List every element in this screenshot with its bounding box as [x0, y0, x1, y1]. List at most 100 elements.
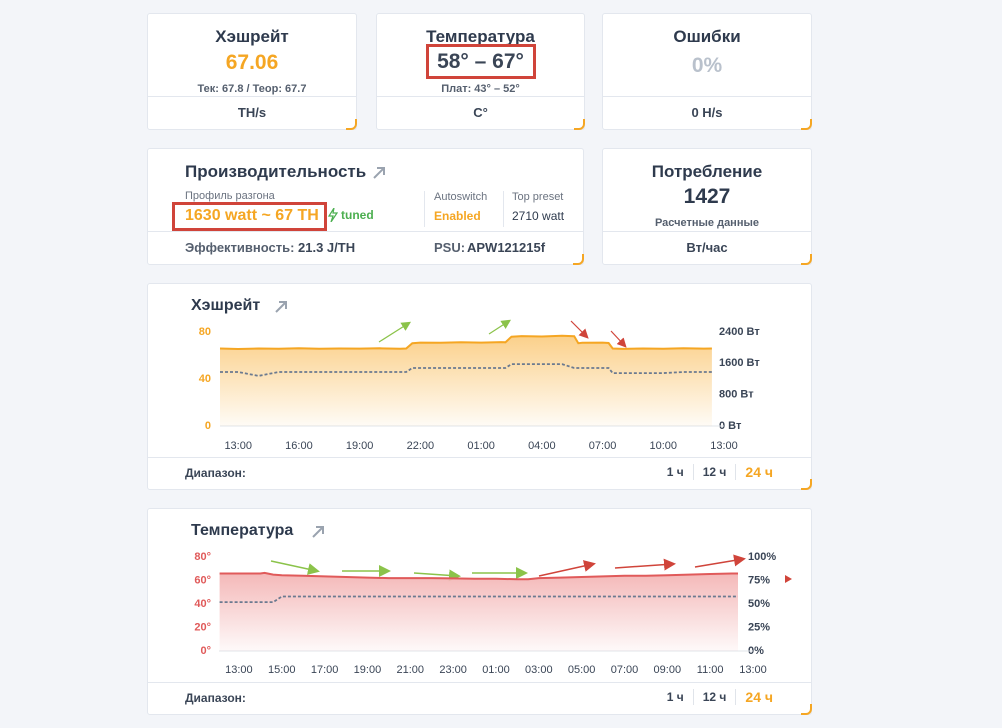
range-button[interactable]: 12 ч: [702, 690, 727, 704]
y-tick-label: 40: [199, 373, 211, 385]
tuned-status: tuned: [341, 208, 374, 222]
x-tick-label: 09:00: [654, 664, 682, 676]
x-tick-label: 04:00: [528, 440, 556, 452]
x-tick-label: 13:00: [739, 664, 767, 676]
corner: [346, 119, 357, 130]
card-title: Хэшрейт: [215, 27, 289, 46]
highlight-box: [172, 202, 327, 231]
y-tick-label: 60°: [194, 574, 211, 586]
y2-tick-label: 0 Вт: [719, 420, 742, 432]
y2-tick-label: 0%: [748, 645, 764, 657]
x-tick-label: 01:00: [467, 440, 495, 452]
annotation-arrow: [413, 569, 461, 582]
range-separator: [692, 464, 694, 480]
open-icon[interactable]: [371, 165, 387, 181]
x-tick-label: 13:00: [225, 664, 253, 676]
area: [219, 572, 739, 651]
chart-title: Хэшрейт: [191, 297, 261, 314]
range-button[interactable]: 24 ч: [745, 689, 773, 705]
psu-label: PSU:: [434, 240, 466, 255]
card-value: 67.06: [225, 51, 279, 74]
profile-value: 1630 watt ~ 67 TH: [185, 207, 319, 224]
dashed-line: [220, 363, 712, 377]
open-icon[interactable]: [310, 524, 326, 540]
range-separator: [692, 689, 694, 705]
line: [219, 334, 712, 351]
x-tick-label: 15:00: [268, 664, 296, 676]
range-button[interactable]: 1 ч: [666, 465, 684, 479]
y-tick-label: 80°: [194, 551, 211, 563]
range-separator: [735, 464, 737, 480]
autoswitch-label: Autoswitch: [434, 191, 488, 203]
open-icon[interactable]: [273, 299, 289, 315]
x-tick-label: 19:00: [354, 664, 382, 676]
temperature-card: Температура 58° – 67° Плат: 43° – 52° C°: [376, 13, 585, 130]
corner: [801, 119, 812, 130]
y-tick-label: 0°: [200, 645, 211, 657]
chart-title: Температура: [191, 522, 294, 539]
efficiency-label: Эффективность:: [185, 240, 295, 255]
dashed-line: [219, 595, 738, 603]
card-footer: Эффективность: 21.3 J/TH PSU: APW121215f: [148, 231, 583, 264]
card-detail: Плат: 43° – 52°: [441, 83, 520, 95]
x-tick-label: 01:00: [482, 664, 510, 676]
range-button[interactable]: 24 ч: [745, 464, 773, 480]
annotation-arrow: [614, 558, 676, 571]
range-label: Диапазон:: [185, 466, 246, 480]
annotation-arrow: [270, 560, 320, 575]
range-buttons: 1 ч 12 ч 24 ч: [667, 689, 773, 705]
temperature-chart-card: Температура 0° 20° 40° 60° 80° 0% 25% 50% 75% 100…: [147, 508, 812, 715]
highlight-box: [426, 44, 536, 79]
annotation-arrow: [378, 321, 412, 343]
y2-tick-label: 25%: [748, 621, 770, 633]
x-tick-label: 19:00: [346, 440, 374, 452]
card-title: Температура: [426, 27, 535, 46]
x-tick-label: 03:00: [525, 664, 553, 676]
hashrate-chart-card: Хэшрейт 0 40 80 0 Вт 800 Вт 1600 Вт 2400 Вт 13:…: [147, 283, 812, 490]
corner: [801, 704, 812, 715]
card-detail: Тек: 67.8 / Теор: 67.7: [197, 83, 307, 95]
divider: [424, 191, 425, 227]
x-tick-label: 21:00: [397, 664, 425, 676]
chart-footer: Диапазон: 1 ч 12 ч 24 ч: [148, 457, 811, 489]
range-label: Диапазон:: [185, 691, 246, 705]
consumption-card: Потребление 1427 Расчетные данные Вт/час: [602, 148, 812, 265]
card-title: Ошибки: [673, 27, 741, 46]
performance-card: Производительность Профиль разгона 1630 …: [147, 148, 584, 265]
corner: [801, 479, 812, 490]
card-unit: TH/s: [237, 105, 267, 120]
y2-tick-label: 50%: [748, 598, 770, 610]
card-unit: Вт/час: [686, 240, 728, 255]
y-tick-label: 40°: [194, 598, 211, 610]
x-tick-label: 10:00: [650, 440, 678, 452]
range-buttons: 1 ч 12 ч 24 ч: [667, 464, 773, 480]
range-separator: [735, 689, 737, 705]
profile-label: Профиль разгона: [185, 190, 275, 202]
divider: [503, 191, 504, 227]
card-detail: Расчетные данные: [654, 217, 759, 229]
range-button[interactable]: 1 ч: [666, 690, 684, 704]
efficiency-value: 21.3 J/TH: [298, 240, 356, 255]
y2-tick-label: 2400 Вт: [719, 326, 760, 338]
annotation-marker: [785, 575, 792, 583]
corner: [574, 119, 585, 130]
x-tick-label: 07:00: [589, 440, 617, 452]
x-tick-label: 13:00: [710, 440, 738, 452]
y2-tick-label: 800 Вт: [719, 389, 754, 401]
card-unit: 0 H/s: [691, 105, 723, 120]
x-tick-label: 07:00: [611, 664, 639, 676]
line: [219, 571, 738, 581]
y-tick-label: 20°: [194, 621, 211, 633]
x-tick-label: 11:00: [697, 664, 724, 676]
card-footer: TH/s: [148, 96, 356, 129]
card-footer: C°: [377, 96, 584, 129]
x-tick-label: 23:00: [439, 664, 467, 676]
x-tick-label: 13:00: [224, 440, 252, 452]
bolt-icon: [328, 208, 338, 222]
psu-value: APW121215f: [467, 240, 546, 255]
x-tick-label: 22:00: [407, 440, 435, 452]
range-button[interactable]: 12 ч: [702, 465, 727, 479]
x-tick-label: 17:00: [311, 664, 339, 676]
